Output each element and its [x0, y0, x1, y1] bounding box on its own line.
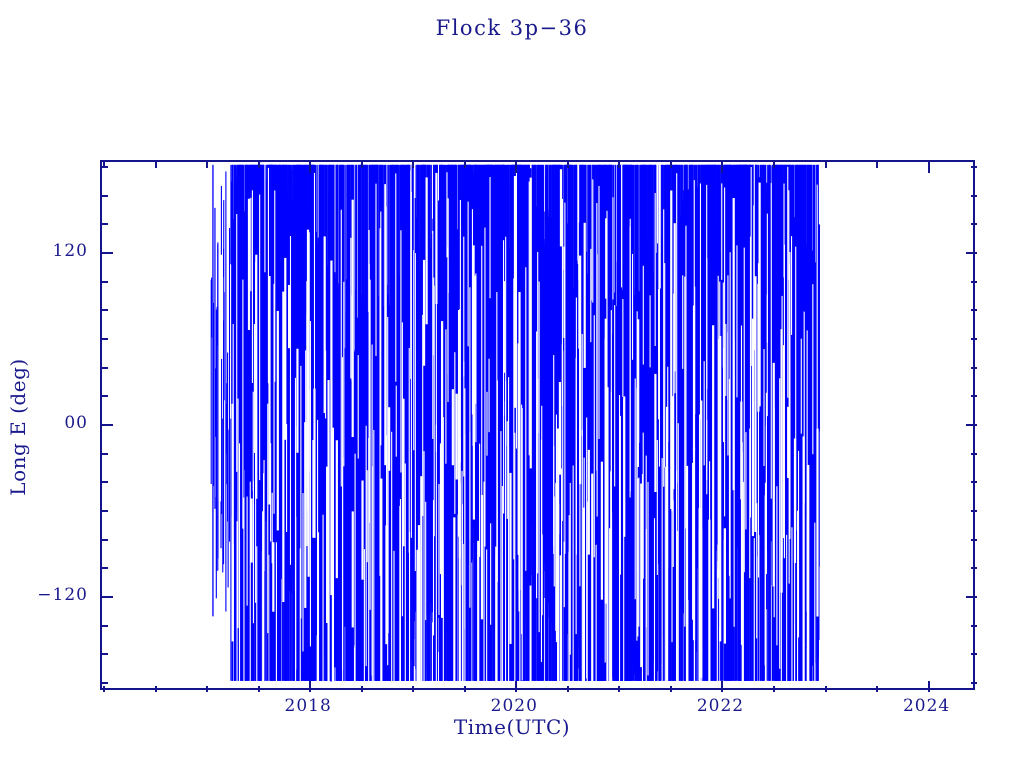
y-tick-label: 00	[64, 412, 88, 433]
y-axis-tick	[971, 481, 977, 484]
y-tick-label: −120	[37, 584, 88, 605]
y-axis-tick	[966, 595, 977, 598]
x-axis-tick	[927, 681, 930, 692]
x-axis-tick	[669, 686, 672, 692]
x-axis-tick	[721, 681, 724, 692]
x-axis-tick	[412, 162, 415, 168]
x-axis-tick	[206, 686, 209, 692]
x-axis-tick	[515, 162, 518, 173]
x-tick-label: 2020	[490, 696, 538, 716]
x-axis-tick	[360, 162, 363, 168]
y-axis-tick	[102, 223, 108, 226]
x-axis-tick	[824, 162, 827, 168]
y-axis-tick	[971, 309, 977, 312]
y-axis-tick	[102, 251, 113, 254]
y-axis-tick	[102, 337, 108, 340]
longitude-trace	[210, 162, 821, 688]
x-axis-tick	[566, 162, 569, 168]
x-axis-tick	[257, 162, 260, 168]
y-axis-tick	[966, 251, 977, 254]
x-axis-tick	[773, 162, 775, 168]
x-axis-tick	[206, 162, 209, 168]
y-axis-tick	[971, 538, 977, 541]
y-axis-tick	[971, 452, 977, 455]
x-axis-tick	[463, 162, 466, 168]
y-axis-tick	[102, 280, 108, 283]
x-axis-tick	[824, 686, 827, 692]
y-tick-label: 120	[52, 240, 88, 261]
y-axis-tick	[102, 395, 108, 398]
y-axis-tick	[102, 567, 108, 570]
y-axis-tick	[971, 165, 977, 168]
x-axis-tick	[927, 162, 930, 173]
x-axis-tick	[154, 162, 157, 168]
y-axis-tick	[102, 309, 108, 312]
x-axis-tick	[463, 686, 466, 692]
x-tick-label: 2022	[696, 696, 745, 716]
y-axis-tick	[102, 595, 113, 598]
y-axis-tick	[102, 366, 108, 369]
x-axis-tick	[669, 162, 672, 168]
x-axis-tick	[412, 686, 415, 692]
y-axis-tick	[102, 194, 108, 197]
y-axis-tick	[102, 538, 108, 541]
x-axis-title: Time(UTC)	[453, 715, 571, 739]
y-axis-tick	[966, 423, 977, 426]
y-axis-tick	[971, 223, 977, 226]
x-axis-tick	[721, 162, 724, 173]
y-axis-tick	[102, 624, 108, 627]
x-axis-tick	[773, 686, 775, 692]
y-axis-tick	[971, 509, 977, 512]
y-axis-tick	[971, 366, 977, 369]
y-axis-tick	[971, 194, 977, 197]
y-axis-tick	[971, 567, 977, 570]
x-axis-tick	[309, 162, 312, 173]
x-axis-tick	[876, 162, 879, 168]
y-axis-title: Long E (deg)	[6, 358, 30, 496]
x-axis-tick	[154, 686, 157, 692]
x-axis-tick	[515, 681, 518, 692]
x-tick-label: 2018	[284, 696, 332, 716]
x-axis-tick	[566, 686, 569, 692]
x-axis-tick	[876, 686, 879, 692]
y-axis-tick	[102, 423, 113, 426]
x-axis-tick	[618, 686, 621, 692]
page-title: Flock 3p−36	[435, 16, 589, 40]
x-axis-tick	[309, 681, 312, 692]
x-axis-tick	[618, 162, 621, 168]
x-tick-label: 2024	[902, 696, 951, 716]
y-axis-tick	[971, 337, 977, 340]
x-axis-tick	[257, 686, 260, 692]
data-series-area	[102, 162, 973, 688]
y-axis-tick	[102, 481, 108, 484]
y-axis-tick	[971, 624, 977, 627]
y-axis-tick	[102, 681, 108, 684]
y-axis-tick	[102, 509, 108, 512]
y-axis-tick	[102, 452, 108, 455]
y-axis-tick	[971, 681, 977, 684]
y-axis-tick	[971, 280, 977, 283]
y-axis-tick	[102, 165, 108, 168]
x-axis-tick	[103, 162, 105, 168]
x-axis-tick	[103, 686, 105, 692]
y-axis-tick	[102, 653, 108, 656]
x-axis-tick	[360, 686, 363, 692]
y-axis-tick	[971, 653, 977, 656]
y-axis-tick	[971, 395, 977, 398]
plot-frame	[100, 160, 977, 692]
